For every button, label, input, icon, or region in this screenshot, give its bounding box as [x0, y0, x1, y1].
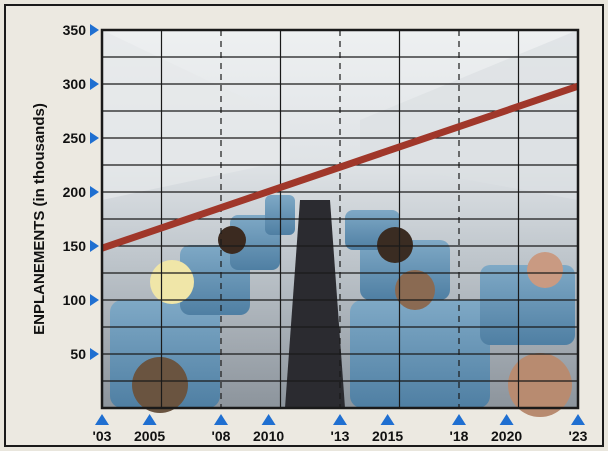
x-tick-marker [261, 414, 276, 425]
x-tick-label: '08 [212, 428, 231, 444]
y-tick-label: 350 [63, 22, 87, 38]
y-axis: 50 100 150 200 250 300 350 [63, 22, 99, 362]
y-tick-marker [90, 348, 99, 360]
x-tick-marker [380, 414, 395, 425]
x-tick-marker [499, 414, 514, 425]
grid [102, 30, 578, 408]
y-tick-label: 50 [70, 346, 86, 362]
x-tick-marker [452, 414, 466, 425]
x-tick-marker [95, 414, 109, 425]
x-tick-marker [571, 414, 585, 425]
y-tick-label: 250 [63, 130, 87, 146]
x-tick-label: 2005 [134, 428, 165, 444]
y-tick-marker [90, 24, 99, 36]
y-tick-marker [90, 78, 99, 90]
y-tick-marker [90, 186, 99, 198]
x-tick-label: 2010 [253, 428, 284, 444]
y-tick-label: 300 [63, 76, 87, 92]
x-tick-label: 2020 [491, 428, 522, 444]
y-tick-marker [90, 294, 99, 306]
x-tick-label: '13 [331, 428, 350, 444]
x-tick-marker [333, 414, 347, 425]
x-tick-label: 2015 [372, 428, 403, 444]
x-tick-label: '18 [450, 428, 469, 444]
y-axis-label: ENPLANEMENTS (in thousands) [31, 103, 48, 335]
y-tick-label: 200 [63, 184, 87, 200]
x-tick-label: '23 [569, 428, 588, 444]
x-tick-marker [142, 414, 157, 425]
series-layer [100, 82, 580, 252]
x-axis: '03 2005 '08 2010 '13 2015 '18 2020 '23 [93, 414, 588, 444]
series-line-0 [100, 82, 580, 252]
y-tick-marker [90, 132, 99, 144]
x-tick-marker [214, 414, 228, 425]
plot-frame [100, 28, 580, 410]
y-tick-label: 150 [63, 238, 87, 254]
y-tick-marker [90, 240, 99, 252]
x-tick-label: '03 [93, 428, 112, 444]
y-tick-label: 100 [63, 292, 87, 308]
